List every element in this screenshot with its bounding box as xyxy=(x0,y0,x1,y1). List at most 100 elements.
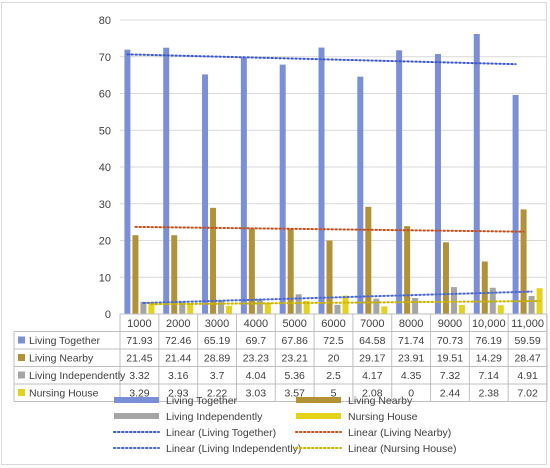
bar-nursing-house xyxy=(303,300,310,314)
bar-living-nearby xyxy=(210,207,217,314)
table-cell: 69.7 xyxy=(246,335,267,347)
table-cell: 23.21 xyxy=(282,353,308,365)
table-cell: 4.35 xyxy=(401,370,422,382)
table-cell: 3.57 xyxy=(284,388,305,400)
legend-swatch xyxy=(296,413,341,419)
bar-living-independently xyxy=(256,299,263,314)
legend-swatch xyxy=(296,397,341,403)
bar-living-together xyxy=(473,34,480,315)
y-tick-label: 30 xyxy=(99,199,111,211)
bar-living-nearby xyxy=(248,228,255,314)
bar-living-together xyxy=(163,47,170,314)
trendline-trend-together xyxy=(126,53,517,66)
table-cell: 19.51 xyxy=(437,353,463,365)
bar-living-nearby xyxy=(481,261,488,314)
bar-living-nearby xyxy=(287,228,294,314)
x-tick-label: 1000 xyxy=(127,318,151,330)
table-cell: 5.36 xyxy=(284,370,305,382)
table-cell: 2.22 xyxy=(207,388,228,400)
bar-living-nearby xyxy=(442,242,449,314)
bar-nursing-house xyxy=(148,301,155,314)
legend-label: Nursing House xyxy=(348,411,418,423)
table-cell: 2.38 xyxy=(479,388,500,400)
bar-living-independently xyxy=(528,295,535,314)
bar-living-together xyxy=(396,50,403,314)
table-row-label: Living Together xyxy=(29,335,101,347)
bar-nursing-house xyxy=(458,305,465,314)
bar-living-together xyxy=(357,76,364,314)
x-tick-label: 2000 xyxy=(166,318,190,330)
table-cell: 23.91 xyxy=(398,353,424,365)
x-tick-label: 7000 xyxy=(360,318,384,330)
table-cell: 23.23 xyxy=(243,353,269,365)
x-tick-label: 11,000 xyxy=(511,318,544,330)
table-legend-key xyxy=(18,354,25,361)
bar-living-nearby xyxy=(132,235,139,314)
legend-label: Linear (Living Independently) xyxy=(166,443,301,455)
bar-living-together xyxy=(202,74,209,314)
y-tick-label: 0 xyxy=(105,309,111,321)
table-cell: 3.16 xyxy=(168,370,189,382)
bar-nursing-house xyxy=(226,305,233,314)
y-tick-label: 70 xyxy=(99,52,111,64)
table-cell: 64.58 xyxy=(359,335,385,347)
bar-living-nearby xyxy=(365,206,372,314)
table-cell: 28.89 xyxy=(204,353,230,365)
legend-swatch xyxy=(114,413,159,419)
table-cell: 14.29 xyxy=(476,353,502,365)
table-cell: 2.08 xyxy=(362,388,383,400)
bar-living-independently xyxy=(412,298,419,314)
table-cell: 59.59 xyxy=(514,335,540,347)
bar-nursing-house xyxy=(497,305,504,314)
bar-nursing-house xyxy=(264,302,271,314)
table-cell: 21.44 xyxy=(165,353,191,365)
y-tick-label: 40 xyxy=(99,162,111,174)
bar-living-nearby xyxy=(171,235,178,314)
table-cell: 28.47 xyxy=(514,353,540,365)
y-tick-label: 50 xyxy=(99,125,111,137)
legend-label: Linear (Living Nearby) xyxy=(348,427,451,439)
x-tick-label: 4000 xyxy=(244,318,268,330)
table-cell: 2.93 xyxy=(168,388,189,400)
table-cell: 4.17 xyxy=(362,370,383,382)
table-cell: 72.46 xyxy=(165,335,191,347)
table-cell: 70.73 xyxy=(437,335,463,347)
table-cell: 7.32 xyxy=(440,370,461,382)
table-legend-key xyxy=(18,336,25,344)
bar-living-independently xyxy=(334,304,341,314)
table-cell: 21.45 xyxy=(126,353,152,365)
legend-label: Linear (Nursing House) xyxy=(348,443,457,455)
table-cell: 72.5 xyxy=(323,335,344,347)
bar-living-independently xyxy=(373,298,380,314)
bar-living-together xyxy=(512,95,519,315)
legend-label: Linear (Living Together) xyxy=(166,427,276,439)
table-cell: 2.44 xyxy=(440,388,461,400)
table-row-label: Living Independently xyxy=(29,370,126,382)
legend-label: Living Together xyxy=(166,395,238,407)
table-legend-key xyxy=(18,389,25,396)
table-cell: 3.32 xyxy=(129,370,150,382)
table-legend-key xyxy=(18,371,25,379)
x-tick-label: 10,000 xyxy=(472,318,506,330)
table-cell: 7.02 xyxy=(517,388,538,400)
bar-living-together xyxy=(124,49,131,314)
bar-living-together xyxy=(434,54,441,314)
bar-nursing-house xyxy=(342,295,349,314)
table-cell: 7.14 xyxy=(479,370,500,382)
x-tick-label: 8000 xyxy=(399,318,423,330)
table-cell: 2.5 xyxy=(326,370,341,382)
bar-living-independently xyxy=(140,301,147,314)
table-cell: 5 xyxy=(331,388,337,400)
x-tick-label: 5000 xyxy=(282,318,306,330)
trendline-trend-nearby xyxy=(134,225,525,233)
table-cell: 67.86 xyxy=(282,335,308,347)
y-tick-label: 80 xyxy=(99,15,111,27)
bar-living-together xyxy=(240,57,247,314)
table-row-label: Living Nearby xyxy=(29,353,94,365)
table-cell: 71.93 xyxy=(126,335,152,347)
table-cell: 3.29 xyxy=(129,388,150,400)
bar-living-nearby xyxy=(520,209,527,314)
bar-living-together xyxy=(279,64,286,314)
y-tick-label: 20 xyxy=(99,236,111,248)
